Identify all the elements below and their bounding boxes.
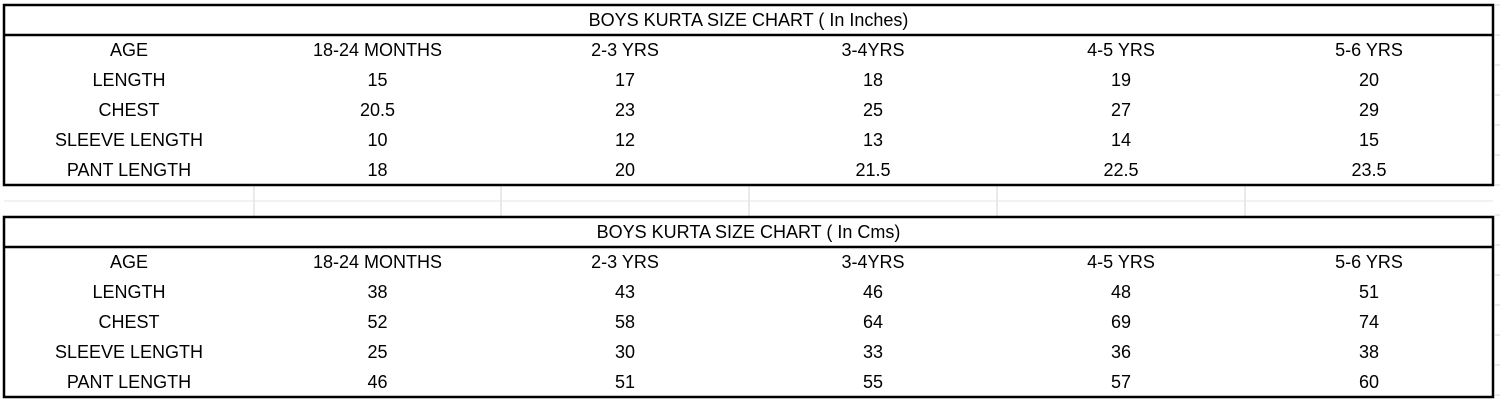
cell: 60	[1359, 372, 1379, 392]
cell: 2-3 YRS	[591, 40, 659, 60]
cell: 46	[367, 372, 387, 392]
cell: 36	[1111, 342, 1131, 362]
row-label: CHEST	[98, 312, 159, 332]
cell: 18	[367, 160, 387, 180]
cell: 17	[615, 70, 635, 90]
cell: 46	[863, 282, 883, 302]
cell: 13	[863, 130, 883, 150]
cell: 15	[1359, 130, 1379, 150]
table-border	[2, 215, 1495, 399]
cell: 19	[1111, 70, 1131, 90]
cell: 38	[367, 282, 387, 302]
row-label: AGE	[110, 252, 148, 272]
row-label: SLEEVE LENGTH	[55, 130, 203, 150]
row-label: SLEEVE LENGTH	[55, 342, 203, 362]
cell: 25	[863, 100, 883, 120]
row-label: LENGTH	[92, 282, 165, 302]
cell: 20.5	[360, 100, 395, 120]
cell: 4-5 YRS	[1087, 40, 1155, 60]
cell: 55	[863, 372, 883, 392]
cell: 18-24 MONTHS	[313, 252, 442, 272]
cell: 18-24 MONTHS	[313, 40, 442, 60]
cell: 21.5	[855, 160, 890, 180]
cell: 22.5	[1103, 160, 1138, 180]
cell: 5-6 YRS	[1335, 252, 1403, 272]
table-title: BOYS KURTA SIZE CHART ( In Cms)	[597, 222, 901, 242]
cell: 74	[1359, 312, 1379, 332]
cell: 2-3 YRS	[591, 252, 659, 272]
row-label: PANT LENGTH	[67, 160, 191, 180]
cell: 38	[1359, 342, 1379, 362]
cell: 43	[615, 282, 635, 302]
cell: 23	[615, 100, 635, 120]
cell: 10	[367, 130, 387, 150]
cell: 4-5 YRS	[1087, 252, 1155, 272]
cell: 29	[1359, 100, 1379, 120]
row-label: AGE	[110, 40, 148, 60]
cell: 57	[1111, 372, 1131, 392]
cell: 14	[1111, 130, 1131, 150]
cell: 23.5	[1351, 160, 1386, 180]
cell: 5-6 YRS	[1335, 40, 1403, 60]
cell: 27	[1111, 100, 1131, 120]
cell: 15	[367, 70, 387, 90]
cell: 51	[615, 372, 635, 392]
cell: 25	[367, 342, 387, 362]
cell: 52	[367, 312, 387, 332]
cell: 58	[615, 312, 635, 332]
cell: 30	[615, 342, 635, 362]
row-label: PANT LENGTH	[67, 372, 191, 392]
row-label: LENGTH	[92, 70, 165, 90]
cell: 51	[1359, 282, 1379, 302]
table-border	[2, 3, 1495, 187]
cell: 3-4YRS	[841, 252, 904, 272]
cell: 20	[1359, 70, 1379, 90]
cell: 69	[1111, 312, 1131, 332]
cell: 48	[1111, 282, 1131, 302]
cell: 18	[863, 70, 883, 90]
cell: 33	[863, 342, 883, 362]
row-label: CHEST	[98, 100, 159, 120]
cell: 64	[863, 312, 883, 332]
cell: 12	[615, 130, 635, 150]
cell: 20	[615, 160, 635, 180]
table-title: BOYS KURTA SIZE CHART ( In Inches)	[589, 10, 909, 30]
cell: 3-4YRS	[841, 40, 904, 60]
